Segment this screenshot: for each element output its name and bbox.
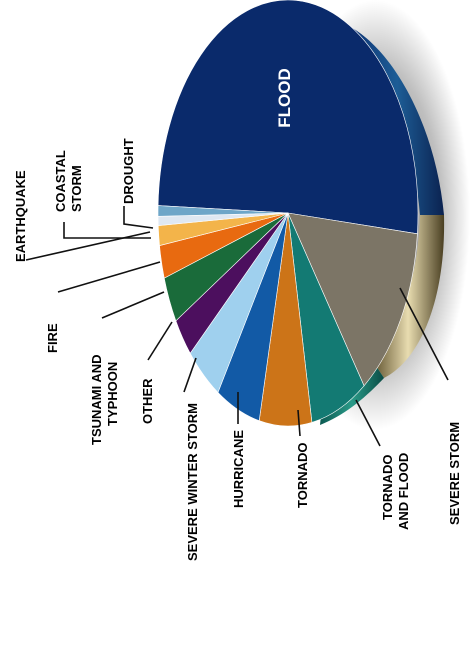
- label-flood: FLOOD: [275, 68, 294, 128]
- tornado-flood-leader: [355, 399, 381, 447]
- label-tornado-flood-1: TORNADO: [380, 455, 395, 520]
- fire-leader: [57, 261, 161, 293]
- coastal-storm-leader: [63, 222, 151, 239]
- label-tsunami-1: TSUNAMI AND: [89, 354, 104, 445]
- flood-side: [340, 22, 444, 215]
- other-leader: [147, 321, 173, 361]
- pie-slices: [157, 0, 419, 427]
- leader-lines: [25, 206, 449, 447]
- label-tsunami-2: TYPHOON: [105, 362, 120, 426]
- label-tornado: TORNADO: [295, 443, 310, 508]
- severe-storm-leader: [399, 287, 449, 381]
- winter-storm-leader: [183, 357, 197, 393]
- slice-earthquake: [157, 205, 289, 217]
- label-coastal-1: COASTAL: [53, 150, 68, 212]
- slice-flood: [157, 0, 419, 235]
- label-other: OTHER: [140, 378, 155, 424]
- label-tornado-flood-2: AND FLOOD: [396, 453, 411, 530]
- label-severe-storm: SEVERE STORM: [447, 422, 462, 525]
- label-winter-storm: SEVERE WINTER STORM: [185, 403, 200, 561]
- label-coastal-2: STORM: [69, 165, 84, 212]
- label-hurricane: HURRICANE: [231, 430, 246, 508]
- label-earthquake: EARTHQUAKE: [13, 170, 28, 262]
- label-drought: DROUGHT: [121, 138, 136, 204]
- earthquake-leader: [25, 231, 151, 261]
- tsunami-leader: [101, 291, 165, 319]
- drought-leader: [123, 206, 154, 229]
- slice-labels: FLOOD EARTHQUAKE COASTAL STORM DROUGHT F…: [13, 68, 462, 561]
- label-fire: FIRE: [45, 323, 60, 353]
- tornado-leader: [297, 409, 301, 437]
- slice-severe-storm: [287, 212, 418, 387]
